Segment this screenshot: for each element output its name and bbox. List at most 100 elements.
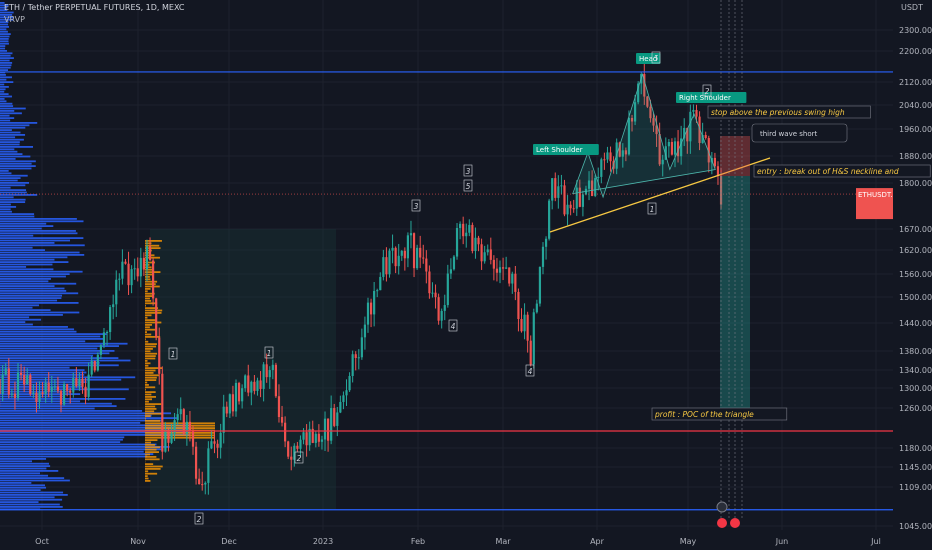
candle-body [59,390,63,405]
volume-profile-bar [0,88,6,91]
volume-profile-bar [0,304,40,307]
volume-profile-bar [0,340,86,343]
volume-profile-bar [0,62,13,64]
candle-body [170,433,173,443]
candle-body [290,456,293,460]
head-label-bg [636,53,661,64]
time-axis-tick: 2023 [313,537,333,546]
candle-body [676,141,680,157]
volume-profile-bar [0,323,33,326]
wave-label: 2 [705,87,710,96]
volume-profile-bar [145,417,146,420]
candle-body [419,247,422,258]
candle-body [66,384,69,391]
volume-profile-bar [145,324,152,326]
volume-profile-bar [0,52,13,55]
volume-profile-bar [0,26,9,28]
time-axis-tick: Dec [221,537,236,546]
volume-profile-bar [0,153,23,155]
volume-profile-bar [0,210,12,213]
volume-profile-bar [0,134,26,136]
candle-body [425,258,428,272]
candle-body [26,375,29,385]
candle-body [121,261,124,279]
volume-profile-bar [145,439,158,441]
volume-profile-bar [145,307,159,309]
candle-body [578,187,581,207]
candle-body [532,312,535,365]
candle-body [69,390,72,393]
candle-body [366,302,370,325]
candle-body [326,418,330,441]
right-shoulder-label-bg [676,92,747,103]
candle-body [158,337,161,374]
candle-body [16,372,20,398]
volume-profile-bar [0,124,30,127]
volume-profile-bar [145,288,151,290]
volume-profile-bar [0,506,63,508]
candle-body [511,273,514,284]
volume-profile-bar [0,299,58,302]
volume-profile-bar [0,386,84,388]
time-axis-tick: May [680,537,697,546]
volume-profile-bar [0,448,162,451]
volume-profile-bar [145,345,157,348]
candle-body [416,247,419,269]
wave-label-box [463,164,473,177]
candle-body [554,178,557,198]
volume-profile-bar [0,74,6,76]
candle-body [652,118,655,126]
volume-profile-bar [145,240,162,242]
candle-body [256,380,259,391]
volume-profile-bar [0,11,14,14]
candle-body [719,176,723,205]
volume-profile-bar [145,393,152,396]
volume-profile-bar [0,311,80,314]
volume-profile-bar [0,395,64,398]
price-axis [893,0,932,550]
candle-body [560,185,563,187]
volume-profile-bar [145,280,158,283]
candle-body [480,244,483,262]
candle-body [440,310,443,321]
volume-profile-bar [0,326,68,328]
price-axis-tick: 1880.00 [899,152,932,161]
volume-profile-bar [0,345,119,347]
indicator-name[interactable]: VRVP [4,15,25,24]
volume-profile-bar [0,117,15,119]
volume-profile-bar [0,239,70,242]
volume-profile-bar [0,105,14,107]
candle-body [185,421,188,434]
candle-body [394,247,397,267]
candle-body [468,224,471,233]
chart-symbol-title[interactable]: ETH / Tether PERPETUAL FUTURES, 1D, MEXC [4,3,185,12]
volume-profile-bar [0,407,95,410]
volume-profile-bar [0,330,77,333]
volume-profile-bar [145,312,162,314]
volume-profile-bar [0,54,11,57]
volume-profile-bar [0,9,8,11]
wave-label-box [702,84,712,97]
candle-body [161,373,164,452]
candle-body [35,392,38,403]
candle-body [437,297,440,321]
candle-body [382,257,385,277]
neckline [549,157,771,233]
candle-body [517,291,520,319]
volume-profile-bar [0,81,14,83]
volume-profile-bar [0,446,170,448]
head-and-shoulders-pattern [572,72,716,199]
current-price-tag [856,188,896,220]
volume-profile-bar [0,371,87,374]
volume-profile-bar [0,292,79,295]
volume-profile-bar [145,261,156,264]
volume-profile-bar [0,203,11,206]
candle-body [247,375,250,393]
wave-label-box [647,202,657,215]
candle-body [339,401,342,413]
volume-profile-bar [145,256,161,259]
volume-profile-bar [0,378,122,381]
volume-profile-bar [145,278,151,281]
volume-profile-bar [0,309,51,311]
